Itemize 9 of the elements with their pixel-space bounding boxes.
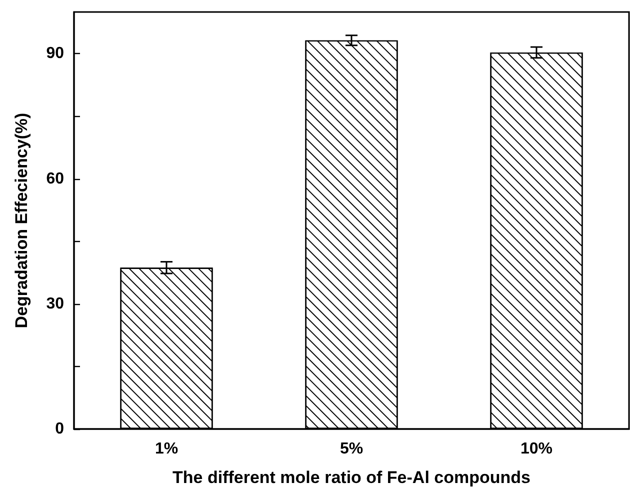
y-tick-label: 0 [55, 420, 64, 438]
x-tick-label: 5% [340, 440, 364, 458]
x-axis-title: The different mole ratio of Fe-Al compounds [172, 468, 530, 487]
y-tick-label: 60 [46, 170, 64, 188]
x-tick-label: 1% [154, 440, 178, 458]
x-tick-label: 10% [520, 440, 553, 458]
y-tick-label: 30 [46, 295, 64, 312]
y-axis-title: Degradation Effeciency(%) [12, 112, 31, 328]
y-tick-label: 90 [46, 45, 64, 62]
